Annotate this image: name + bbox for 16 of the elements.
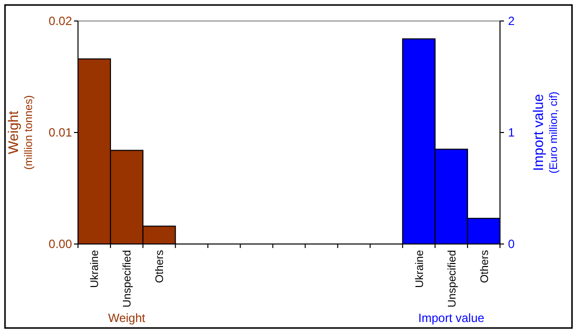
y-tick-label: 0.00 <box>48 237 72 251</box>
x-tick-label: Unspecified <box>122 250 134 308</box>
x-tick-label: Others <box>478 250 491 284</box>
y-tick-label: 0.02 <box>48 14 72 28</box>
text: Import value <box>418 311 485 325</box>
y2-tick-label: 2 <box>508 14 515 28</box>
y2-tick-label: 1 <box>508 126 515 140</box>
y-tick-label: 0.01 <box>48 126 72 140</box>
x-tick-label: Ukraine <box>89 250 102 288</box>
y2-tick-label: 0 <box>508 237 515 251</box>
x-tick-label: Others <box>154 250 166 284</box>
y2-axis-title: Import value (Euro million, cif) <box>530 92 560 174</box>
x-tick-label: Unspecified <box>446 250 458 308</box>
x-tick-label: Ukraine <box>414 250 426 288</box>
text: Weight <box>108 311 146 325</box>
y-axis-title: Weight (million tonnes) <box>5 95 35 170</box>
